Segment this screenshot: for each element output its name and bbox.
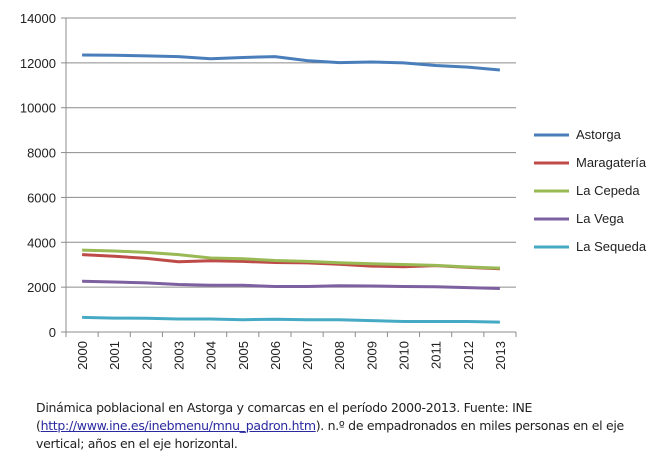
series-line-astorga bbox=[82, 53, 501, 72]
x-tick-label: 2006 bbox=[268, 341, 283, 370]
source-link[interactable]: http://www.ine.es/inebmenu/mnu_padron.ht… bbox=[40, 418, 316, 433]
legend-label: Astorga bbox=[576, 127, 622, 142]
y-tick-label: 10000 bbox=[20, 101, 56, 116]
y-tick-label: 14000 bbox=[20, 11, 56, 26]
series-line-la-cepeda bbox=[82, 248, 500, 270]
caption-text: Dinámica poblacional en Astorga y comarc… bbox=[36, 400, 533, 433]
y-tick-label: 4000 bbox=[27, 235, 56, 250]
legend-label: La Sequeda bbox=[576, 239, 647, 254]
y-tick-label: 6000 bbox=[27, 190, 56, 205]
x-tick-label: 2002 bbox=[139, 341, 154, 370]
x-tick-label: 2012 bbox=[461, 341, 476, 370]
series-line-la-sequeda bbox=[82, 315, 500, 324]
y-tick-label: 2000 bbox=[27, 280, 56, 295]
y-tick-label: 0 bbox=[49, 325, 56, 340]
x-tick-label: 2001 bbox=[107, 341, 122, 370]
y-tick-label: 12000 bbox=[20, 56, 56, 71]
x-tick-label: 2009 bbox=[364, 341, 379, 370]
legend-label: La Vega bbox=[576, 211, 624, 226]
x-tick-label: 2010 bbox=[397, 341, 412, 370]
y-tick-label: 8000 bbox=[27, 146, 56, 161]
legend-label: Maragatería bbox=[576, 155, 647, 170]
caption-text-end: ). n.º de empadronados en miles personas… bbox=[36, 418, 624, 451]
x-tick-label: 2003 bbox=[172, 341, 187, 370]
x-tick-label: 2011 bbox=[429, 341, 444, 369]
x-tick-label: 2000 bbox=[75, 341, 90, 370]
x-tick-label: 2005 bbox=[236, 341, 251, 370]
line-chart: 0 2000 4000 6000 8000 10000 12000 14000 2000 2001… bbox=[20, 11, 647, 370]
x-tick-label: 2004 bbox=[204, 341, 219, 370]
x-tick-label: 2008 bbox=[332, 341, 347, 370]
series-line-la-vega bbox=[82, 279, 500, 290]
x-tick-label: 2013 bbox=[493, 341, 508, 370]
figure-caption: Dinámica poblacional en Astorga y comarc… bbox=[36, 399, 666, 453]
x-tick-label: 2007 bbox=[300, 341, 315, 370]
legend-label: La Cepeda bbox=[576, 183, 640, 198]
